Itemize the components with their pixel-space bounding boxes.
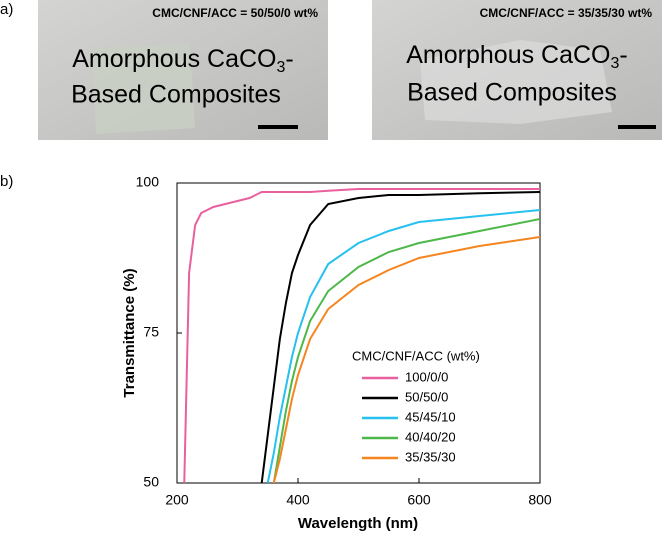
x-tick-label: 600 (407, 492, 431, 508)
data-line (260, 191, 540, 483)
y-tick-label: 75 (143, 324, 159, 340)
x-axis-label: Wavelength (nm) (298, 515, 418, 532)
photo-text: Amorphous CaCO3- (406, 41, 627, 73)
y-axis-label: Transmittance (%) (121, 268, 138, 397)
legend-label: 35/35/30 (405, 449, 456, 464)
data-line (183, 188, 540, 483)
data-line (272, 236, 540, 483)
text-part: Amorphous CaCO (72, 45, 276, 73)
legend-label: 45/45/10 (405, 409, 456, 424)
subscript: 3 (611, 55, 620, 72)
y-tick-label: 50 (143, 474, 159, 490)
panel-label: a) (0, 1, 13, 18)
photo-caption: CMC/CNF/ACC = 35/35/30 wt% (480, 6, 653, 20)
legend-label: 40/40/20 (405, 429, 456, 444)
photo-text: Based Composites (71, 81, 281, 109)
panel-label: b) (0, 173, 13, 190)
photo-text: Based Composites (407, 79, 617, 107)
photo-text: Amorphous CaCO3- (72, 45, 293, 77)
photo: CMC/CNF/ACC = 35/35/30 wt% Amorphous CaC… (372, 0, 662, 140)
data-line (272, 218, 540, 483)
data-line (266, 209, 540, 483)
text-part: - (619, 41, 627, 69)
legend-label: 50/50/0 (405, 389, 448, 404)
text-part: - (285, 45, 293, 73)
photo: CMC/CNF/ACC = 50/50/0 wt% Amorphous CaCO… (38, 0, 328, 140)
subscript: 3 (277, 59, 286, 76)
plot-frame (176, 182, 541, 484)
chart: Wavelength (nm) Transmittance (%) CMC/CN… (121, 174, 552, 532)
y-tick-label: 100 (136, 174, 160, 190)
legend-title: CMC/CNF/ACC (wt%) (352, 348, 480, 363)
x-tick-label: 200 (165, 492, 189, 508)
photo-caption: CMC/CNF/ACC = 50/50/0 wt% (152, 6, 318, 20)
x-tick-label: 800 (528, 492, 552, 508)
legend-label: 100/0/0 (405, 369, 448, 384)
x-tick-label: 400 (286, 492, 310, 508)
text-part: Amorphous CaCO (406, 41, 610, 69)
